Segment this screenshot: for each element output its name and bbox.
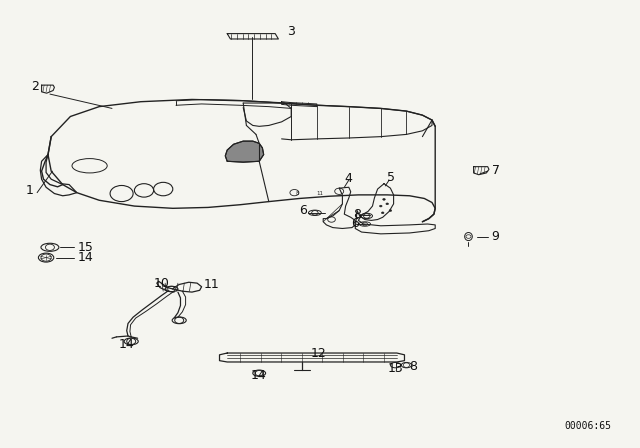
Text: 2: 2 <box>31 79 38 93</box>
Text: 5: 5 <box>387 171 396 185</box>
Text: 6: 6 <box>351 216 358 230</box>
Text: 00006:65: 00006:65 <box>564 421 611 431</box>
Text: 12: 12 <box>310 347 326 361</box>
Text: 8: 8 <box>410 360 418 373</box>
Text: 13: 13 <box>387 362 403 375</box>
Text: 4: 4 <box>344 172 352 185</box>
Text: 8: 8 <box>353 207 362 221</box>
Text: 9: 9 <box>492 230 499 243</box>
Text: 3: 3 <box>287 25 294 38</box>
Text: 1: 1 <box>26 184 33 197</box>
Text: 11: 11 <box>204 278 220 291</box>
Circle shape <box>386 203 388 205</box>
Circle shape <box>389 210 392 211</box>
Text: 10: 10 <box>154 276 170 290</box>
Text: 14: 14 <box>78 251 94 264</box>
Text: 11: 11 <box>317 191 323 196</box>
Text: 14: 14 <box>118 337 134 351</box>
Text: 15: 15 <box>78 241 94 254</box>
Polygon shape <box>225 141 264 162</box>
Circle shape <box>383 198 385 200</box>
Text: 7: 7 <box>492 164 499 177</box>
Text: 14: 14 <box>251 369 267 382</box>
Text: 8: 8 <box>296 191 300 196</box>
Circle shape <box>380 205 382 207</box>
Text: 6: 6 <box>300 204 307 217</box>
Circle shape <box>381 212 384 214</box>
